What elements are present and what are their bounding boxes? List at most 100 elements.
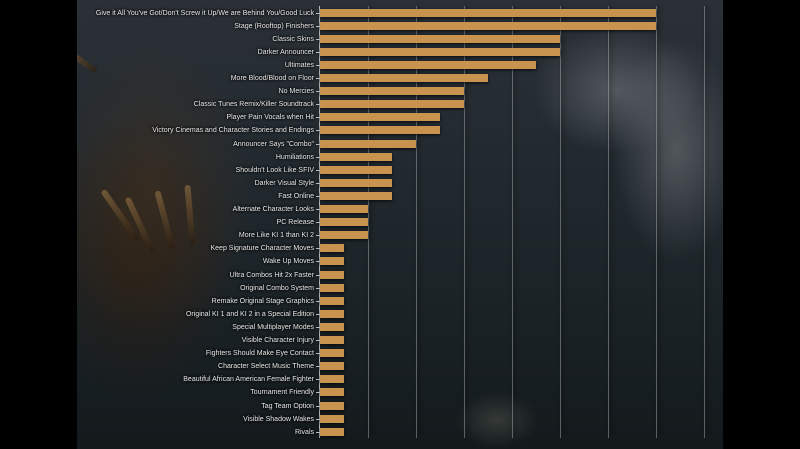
bar-row: Rivals	[0, 426, 800, 439]
data-bar	[320, 257, 344, 266]
axis-tick	[316, 38, 320, 40]
data-bar	[320, 375, 344, 384]
bar-row: Announcer Says "Combo"	[0, 138, 800, 151]
category-label: Fighters Should Make Eye Contact	[205, 350, 314, 358]
data-bar	[320, 87, 464, 96]
data-bar	[320, 60, 536, 69]
bar-row: Darker Visual Style	[0, 177, 800, 190]
category-label: Character Select Music Theme	[218, 363, 314, 371]
bar-row: Darker Announcer	[0, 46, 800, 59]
creature-silhouette	[77, 40, 257, 340]
vertical-gridline	[656, 6, 657, 438]
axis-tick	[316, 274, 320, 276]
category-label: Darker Visual Style	[254, 179, 314, 187]
bar-row: Give it All You've Got/Don't Screw it Up…	[0, 7, 800, 20]
axis-tick	[316, 353, 320, 355]
axis-tick	[316, 366, 320, 368]
axis-tick	[316, 418, 320, 420]
vertical-gridline	[368, 6, 369, 438]
bar-row: Tag Team Option	[0, 400, 800, 413]
category-label: Give it All You've Got/Don't Screw it Up…	[95, 9, 314, 17]
data-bar	[320, 178, 392, 187]
axis-tick	[316, 91, 320, 93]
bar-row: Ultimates	[0, 59, 800, 72]
category-label: Visible Shadow Wakes	[243, 415, 314, 423]
category-label: Alternate Character Looks	[232, 206, 314, 213]
bar-row: Alternate Character Looks	[0, 203, 800, 216]
bar-row: Fighters Should Make Eye Contact	[0, 347, 800, 360]
category-label: Classic Tunes Remix/Killer Soundtrack	[193, 101, 314, 109]
bar-row: Fast Online	[0, 190, 800, 203]
category-label: Beautiful African American Female Fighte…	[183, 376, 314, 384]
data-bar	[320, 8, 656, 17]
bar-row: Player Pain Vocals when Hit	[0, 111, 800, 124]
category-label: Original KI 1 and KI 2 in a Special Edit…	[185, 310, 314, 318]
data-bar	[320, 362, 344, 371]
data-bar	[320, 113, 440, 122]
axis-tick	[316, 12, 320, 14]
category-label: Darker Announcer	[257, 48, 314, 56]
axis-tick	[316, 104, 320, 106]
bar-row: Special Multiplayer Modes	[0, 321, 800, 334]
data-bar	[320, 309, 344, 318]
vertical-gridline	[608, 6, 609, 438]
axis-tick	[316, 248, 320, 250]
bar-row: Classic Tunes Remix/Killer Soundtrack	[0, 98, 800, 111]
axis-tick	[316, 222, 320, 224]
data-bar	[320, 218, 368, 227]
axis-tick	[316, 261, 320, 263]
category-label: Victory Cinemas and Character Stories an…	[152, 127, 314, 135]
category-label: Announcer Says "Combo"	[233, 140, 314, 148]
data-bar	[320, 270, 344, 279]
category-label: Remake Original Stage Graphics	[211, 297, 314, 305]
category-label: Humiliations	[275, 153, 314, 161]
category-label: Shouldn't Look Like SFIV	[235, 166, 314, 174]
data-bar	[320, 349, 344, 358]
axis-tick	[316, 51, 320, 53]
category-label: PC Release	[276, 219, 314, 227]
data-bar	[320, 205, 368, 213]
data-bar	[320, 191, 392, 200]
data-bar	[320, 283, 344, 292]
category-label: More Blood/Blood on Floor	[230, 75, 314, 82]
bar-row: Stage (Rooftop) Finishers	[0, 20, 800, 33]
axis-tick	[316, 169, 320, 171]
vertical-gridline	[560, 6, 561, 438]
bar-row: No Mercies	[0, 85, 800, 98]
axis-tick	[316, 195, 320, 197]
axis-tick	[316, 287, 320, 289]
axis-tick	[316, 379, 320, 381]
data-bar	[320, 414, 344, 423]
category-label: Fast Online	[278, 192, 314, 200]
bar-row: Remake Original Stage Graphics	[0, 295, 800, 308]
vertical-gridline	[416, 6, 417, 438]
axis-tick	[316, 25, 320, 27]
bar-row: Tournament Friendly	[0, 386, 800, 399]
bar-row: Wake Up Moves	[0, 255, 800, 268]
axis-tick	[316, 182, 320, 184]
bar-row: Visible Character Injury	[0, 334, 800, 347]
category-label: Wake Up Moves	[262, 258, 314, 266]
axis-tick	[316, 64, 320, 66]
data-bar	[320, 74, 488, 82]
bar-row: Beautiful African American Female Fighte…	[0, 373, 800, 386]
data-bar	[320, 336, 344, 344]
category-label: Classic Skins	[272, 35, 314, 43]
data-bar	[320, 401, 344, 410]
category-label: No Mercies	[278, 88, 314, 96]
category-label: Tag Team Option	[261, 402, 314, 410]
axis-tick	[316, 405, 320, 407]
category-label: Ultra Combos Hit 2x Faster	[229, 271, 314, 279]
axis-tick	[316, 156, 320, 158]
data-bar	[320, 244, 344, 253]
bar-row: PC Release	[0, 216, 800, 229]
category-label: Keep Signature Character Moves	[210, 245, 315, 253]
axis-tick	[316, 235, 320, 237]
bar-row: Victory Cinemas and Character Stories an…	[0, 124, 800, 137]
category-label: Special Multiplayer Modes	[232, 323, 314, 331]
bar-row: Classic Skins	[0, 33, 800, 46]
data-bar	[320, 388, 344, 397]
data-bar	[320, 139, 416, 148]
data-bar	[320, 231, 368, 240]
data-bar	[320, 100, 464, 109]
